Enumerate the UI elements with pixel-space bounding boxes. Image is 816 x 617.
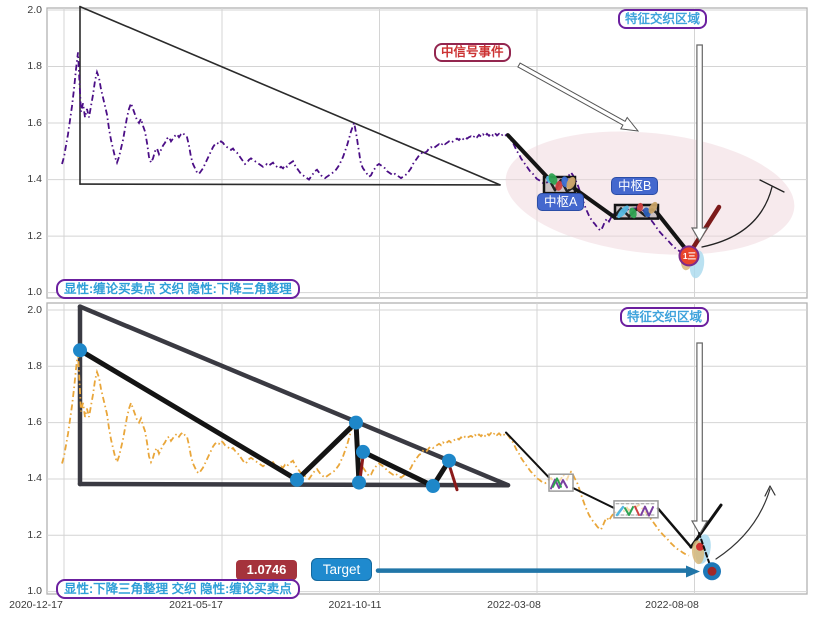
pen-segment xyxy=(77,347,300,483)
pivot-dot xyxy=(352,475,366,490)
red-pen xyxy=(447,462,459,492)
signal-event-arrow xyxy=(517,62,640,132)
measure-arc xyxy=(701,186,773,248)
caption-top: 显性:缠论买卖点 交织 隐性:下降三角整理 xyxy=(56,279,300,299)
top-y-tick-label: 1.0 xyxy=(27,286,42,299)
triangle-hypotenuse xyxy=(79,5,501,186)
pen-zigzag xyxy=(547,177,575,193)
projection-dash xyxy=(698,532,712,570)
feature-zone-arrow xyxy=(690,44,709,243)
pattern-mark xyxy=(648,201,658,214)
x-tick-label: 2022-08-08 xyxy=(645,599,699,611)
signal-circle-label: 1三 xyxy=(682,251,697,261)
bottom-panel xyxy=(46,302,808,595)
red-pen xyxy=(358,454,365,481)
caption-bottom: 显性:下降三角整理 交织 隐性:缠论买卖点 xyxy=(56,579,300,599)
target-arrow-head xyxy=(686,565,700,578)
triangle-bottom xyxy=(79,183,501,186)
pivot-dot xyxy=(426,479,440,493)
bottom-y-tick-label: 1.8 xyxy=(27,359,42,372)
signal-event-label: 中信号事件 xyxy=(434,43,511,62)
x-tick-label: 2021-05-17 xyxy=(169,599,223,611)
bottom-y-tick-label: 1.0 xyxy=(27,585,42,598)
hub-a-label: 中枢A xyxy=(537,193,585,211)
pattern-zig xyxy=(550,478,568,490)
thin-pen xyxy=(572,487,615,509)
pattern-mark xyxy=(566,176,576,190)
top-y-tick-label: 1.4 xyxy=(27,173,42,186)
thin-pen xyxy=(689,503,723,549)
bottom-y-tick-label: 1.2 xyxy=(27,528,42,541)
bottom-plot-area xyxy=(46,302,808,595)
pattern-zig xyxy=(624,506,634,516)
pen-segment xyxy=(571,185,616,219)
target-red-dot xyxy=(696,542,704,551)
top-panel xyxy=(46,5,808,299)
pattern-mark xyxy=(629,207,637,219)
pattern-mark xyxy=(555,180,563,191)
bottom-y-tick-label: 1.6 xyxy=(27,416,42,429)
feature-zone-label-bottom: 特征交织区域 xyxy=(620,307,710,327)
target-circle-core xyxy=(707,566,717,576)
pen-segment xyxy=(506,133,551,181)
top-y-tick-label: 1.6 xyxy=(27,116,42,129)
x-tick-label: 2020-12-17 xyxy=(9,599,63,611)
bottom-price-curve xyxy=(61,352,690,557)
top-y-tick-label: 1.8 xyxy=(27,60,42,73)
target-price-value: 1.0746 xyxy=(236,560,297,580)
pattern-mark xyxy=(636,202,644,212)
signal-circle xyxy=(678,245,700,267)
pattern-zig xyxy=(634,505,640,516)
pivot-dot xyxy=(356,444,370,459)
triangle-hypotenuse xyxy=(77,304,511,488)
pattern-zig xyxy=(552,477,562,488)
bottom-y-tick-label: 2.0 xyxy=(27,303,42,316)
pattern-mark xyxy=(548,173,558,185)
hub-b-label: 中枢B xyxy=(611,177,659,195)
x-tick-label: 2021-10-11 xyxy=(328,599,382,611)
bounce-arc xyxy=(715,488,771,560)
thin-pen xyxy=(656,507,693,549)
pivot-dot xyxy=(73,343,87,358)
pattern-zig xyxy=(640,505,654,517)
target-button: Target xyxy=(311,558,372,581)
x-tick-label: 2022-03-08 xyxy=(487,599,541,611)
top-y-tick-label: 1.2 xyxy=(27,229,42,242)
top-y-tick-label: 2.0 xyxy=(27,3,42,16)
bounce-arc-head xyxy=(764,485,776,497)
pivot-dot xyxy=(349,415,363,430)
pattern-mark xyxy=(617,205,629,219)
bottom-y-tick-label: 1.4 xyxy=(27,472,42,485)
feature-zone-arrow xyxy=(690,342,709,536)
pivot-dot xyxy=(442,453,456,468)
pen-segment xyxy=(360,449,436,489)
pivot-dot xyxy=(290,472,304,487)
pen-segment xyxy=(294,420,359,483)
measure-arc-cap xyxy=(759,179,785,193)
thin-pen xyxy=(505,431,550,479)
feature-zone-label-top: 特征交织区域 xyxy=(618,9,708,29)
pattern-zig xyxy=(615,505,625,517)
